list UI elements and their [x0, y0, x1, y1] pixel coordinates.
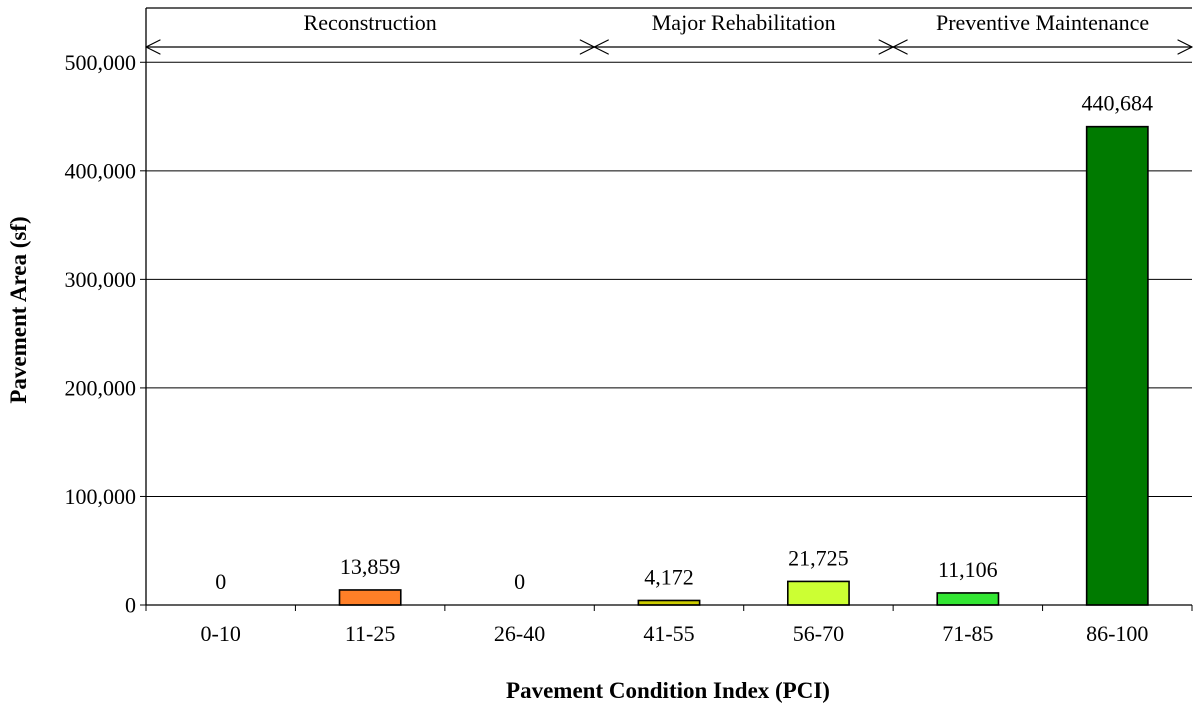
y-tick-label-0: 0 — [125, 593, 136, 618]
y-axis-title: Pavement Area (sf) — [6, 216, 31, 403]
data-labels: 0 13,859 0 4,172 21,725 11,106 440,684 — [215, 91, 1153, 594]
region-arrowhead-left — [593, 39, 609, 55]
region-arrowhead-right — [1177, 39, 1193, 55]
bar-86-100 — [1085, 125, 1149, 606]
region-label-preventive-maintenance: Preventive Maintenance — [936, 10, 1149, 35]
region-reconstruction: Reconstruction — [145, 10, 595, 55]
x-tick-label-0-10: 0-10 — [201, 621, 241, 646]
region-label-reconstruction: Reconstruction — [304, 10, 437, 35]
data-label-26-40: 0 — [514, 569, 525, 594]
treatment-regions: Reconstruction Major Rehabilitation Preven… — [145, 10, 1193, 55]
x-tick-label-11-25: 11-25 — [345, 621, 396, 646]
region-preventive-maintenance: Preventive Maintenance — [892, 10, 1193, 55]
bars — [338, 125, 1149, 606]
data-label-71-85: 11,106 — [938, 557, 998, 582]
x-tick-label-26-40: 26-40 — [494, 621, 545, 646]
region-arrowhead-left — [892, 39, 908, 55]
x-tick-label-41-55: 41-55 — [643, 621, 694, 646]
data-label-86-100: 440,684 — [1082, 91, 1154, 116]
bar-41-55 — [637, 599, 701, 606]
y-tick-label-200000: 200,000 — [65, 375, 137, 400]
x-tick-label-56-70: 56-70 — [793, 621, 844, 646]
bar-11-25 — [338, 589, 402, 606]
y-axis-ticks: 0 100,000 200,000 300,000 400,000 500,000 — [65, 50, 146, 618]
y-tick-label-100000: 100,000 — [65, 484, 137, 509]
data-label-0-10: 0 — [215, 569, 226, 594]
y-tick-label-500000: 500,000 — [65, 50, 137, 75]
y-tick-label-400000: 400,000 — [65, 158, 137, 183]
x-tick-label-71-85: 71-85 — [942, 621, 993, 646]
x-axis-ticks: 0-10 11-25 26-40 41-55 56-70 71-85 86-100 — [145, 605, 1193, 646]
data-label-41-55: 4,172 — [644, 564, 694, 589]
gridlines — [146, 61, 1192, 497]
data-label-11-25: 13,859 — [340, 554, 401, 579]
data-label-56-70: 21,725 — [788, 545, 849, 570]
x-axis-title: Pavement Condition Index (PCI) — [506, 678, 830, 703]
bar-71-85 — [936, 592, 1000, 606]
bar-56-70 — [786, 580, 850, 606]
y-tick-label-300000: 300,000 — [65, 267, 137, 292]
region-label-major-rehabilitation: Major Rehabilitation — [652, 10, 836, 35]
x-tick-label-86-100: 86-100 — [1086, 621, 1148, 646]
region-major-rehabilitation: Major Rehabilitation — [593, 10, 894, 55]
